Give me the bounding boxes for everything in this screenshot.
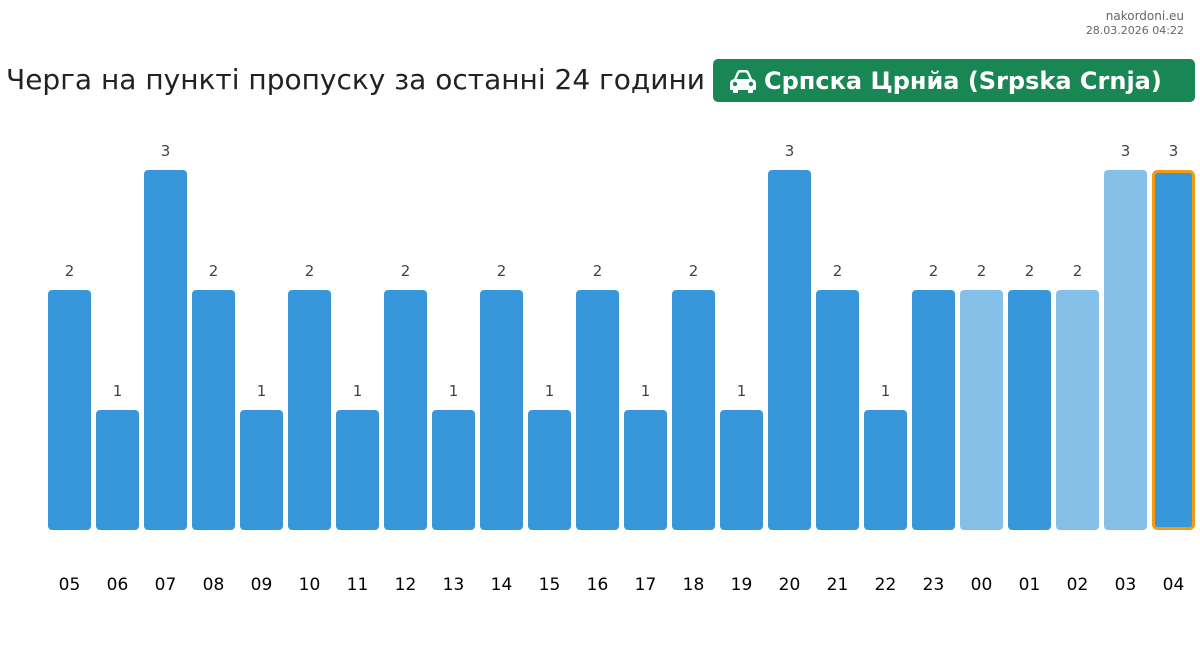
value-label-00: 2 [977, 262, 987, 280]
value-label-14: 2 [497, 262, 507, 280]
x-tick-label-10: 10 [299, 575, 321, 595]
bar-16 [576, 290, 619, 530]
value-label-08: 2 [209, 262, 219, 280]
value-label-12: 2 [401, 262, 411, 280]
timestamp: 28.03.2026 04:22 [1085, 24, 1184, 37]
checkpoint-name: Српска Црнйа (Srpska Crnja) [764, 66, 1162, 95]
value-label-20: 3 [785, 142, 795, 160]
bar-04 [1152, 170, 1195, 530]
value-label-07: 3 [161, 142, 171, 160]
value-label-19: 1 [737, 382, 747, 400]
value-label-22: 1 [881, 382, 891, 400]
x-tick-label-13: 13 [443, 575, 465, 595]
bar-13 [432, 410, 475, 530]
x-tick-label-07: 07 [155, 575, 177, 595]
value-label-16: 2 [593, 262, 603, 280]
x-tick-label-16: 16 [587, 575, 609, 595]
value-label-18: 2 [689, 262, 699, 280]
bar-18 [672, 290, 715, 530]
value-label-10: 2 [305, 262, 315, 280]
x-tick-label-11: 11 [347, 575, 369, 595]
x-tick-label-06: 06 [107, 575, 129, 595]
value-label-17: 1 [641, 382, 651, 400]
x-tick-label-18: 18 [683, 575, 705, 595]
bar-10 [288, 290, 331, 530]
bar-07 [144, 170, 187, 530]
bar-12 [384, 290, 427, 530]
value-label-11: 1 [353, 382, 363, 400]
value-label-04: 3 [1169, 142, 1179, 160]
bar-08 [192, 290, 235, 530]
value-label-15: 1 [545, 382, 555, 400]
value-label-01: 2 [1025, 262, 1035, 280]
x-tick-label-00: 00 [971, 575, 993, 595]
page-title: Черга на пункті пропуску за останні 24 г… [6, 63, 705, 96]
x-tick-label-19: 19 [731, 575, 753, 595]
x-tick-label-23: 23 [923, 575, 945, 595]
bar-03 [1104, 170, 1147, 530]
value-label-21: 2 [833, 262, 843, 280]
bar-02 [1056, 290, 1099, 530]
x-tick-label-08: 08 [203, 575, 225, 595]
bar-05 [48, 290, 91, 530]
bar-09 [240, 410, 283, 530]
value-label-02: 2 [1073, 262, 1083, 280]
bar-00 [960, 290, 1003, 530]
bar-17 [624, 410, 667, 530]
x-tick-label-12: 12 [395, 575, 417, 595]
bar-14 [480, 290, 523, 530]
x-tick-label-03: 03 [1115, 575, 1137, 595]
x-tick-label-04: 04 [1163, 575, 1185, 595]
bar-22 [864, 410, 907, 530]
bar-01 [1008, 290, 1051, 530]
x-tick-label-17: 17 [635, 575, 657, 595]
x-tick-label-09: 09 [251, 575, 273, 595]
value-label-09: 1 [257, 382, 267, 400]
bar-20 [768, 170, 811, 530]
value-label-23: 2 [929, 262, 939, 280]
bar-19 [720, 410, 763, 530]
site-meta: nakordoni.eu 28.03.2026 04:22 [1086, 9, 1184, 38]
x-tick-label-14: 14 [491, 575, 513, 595]
x-tick-label-20: 20 [779, 575, 801, 595]
checkpoint-badge: Српска Црнйа (Srpska Crnja) [713, 59, 1195, 102]
value-label-06: 1 [113, 382, 123, 400]
bar-23 [912, 290, 955, 530]
value-label-05: 2 [65, 262, 75, 280]
x-tick-label-05: 05 [59, 575, 81, 595]
x-tick-label-22: 22 [875, 575, 897, 595]
car-icon [729, 69, 757, 93]
bar-11 [336, 410, 379, 530]
x-tick-label-21: 21 [827, 575, 849, 595]
x-tick-label-01: 01 [1019, 575, 1041, 595]
x-tick-label-02: 02 [1067, 575, 1089, 595]
bar-15 [528, 410, 571, 530]
bar-21 [816, 290, 859, 530]
value-label-13: 1 [449, 382, 459, 400]
value-label-03: 3 [1121, 142, 1131, 160]
site-name: nakordoni.eu [1105, 9, 1184, 23]
bar-06 [96, 410, 139, 530]
x-tick-label-15: 15 [539, 575, 561, 595]
